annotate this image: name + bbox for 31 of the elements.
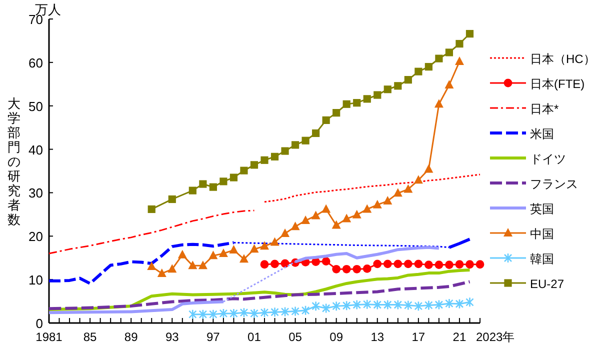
y-tick-label: 10 bbox=[28, 272, 43, 288]
x-tick-label: 17 bbox=[412, 330, 426, 344]
x-tick-label: 13 bbox=[370, 330, 384, 344]
x-tick-label: 89 bbox=[124, 330, 138, 344]
legend-label: EU-27 bbox=[530, 277, 564, 291]
text: 大学部門の研究者数 bbox=[8, 96, 20, 227]
y-tick-label: 50 bbox=[28, 98, 43, 114]
x-tick-label: 01 bbox=[248, 330, 262, 344]
x-tick-label: 85 bbox=[83, 330, 98, 344]
x-tick-label: 21 bbox=[452, 330, 466, 344]
y-tick-label: 20 bbox=[28, 229, 43, 244]
x-tick-label: 09 bbox=[330, 330, 344, 344]
y-tick-label: 0 bbox=[36, 316, 43, 331]
x-tick-label: 1981 bbox=[36, 330, 63, 344]
legend-label: ドイツ bbox=[530, 152, 566, 166]
legend-label: フランス bbox=[530, 177, 578, 191]
x-tick-label: 97 bbox=[206, 330, 220, 344]
text: 万人 bbox=[35, 2, 61, 17]
legend-label: 中国 bbox=[530, 227, 554, 241]
legend-label: 日本* bbox=[530, 102, 559, 116]
y-tick-label: 60 bbox=[28, 55, 43, 70]
y-tick-label: 30 bbox=[28, 186, 43, 201]
y-tick-label: 40 bbox=[28, 142, 43, 158]
x-axis-title: 2023年 bbox=[476, 330, 515, 344]
x-tick-label: 05 bbox=[288, 330, 302, 344]
x-tick-label: 93 bbox=[165, 330, 180, 344]
legend-label: 日本(FTE) bbox=[530, 77, 585, 91]
legend-label: 英国 bbox=[530, 202, 554, 216]
legend-label: 米国 bbox=[530, 127, 554, 141]
legend-label: 日本（HC） bbox=[530, 52, 596, 66]
legend-label: 韓国 bbox=[530, 252, 554, 266]
